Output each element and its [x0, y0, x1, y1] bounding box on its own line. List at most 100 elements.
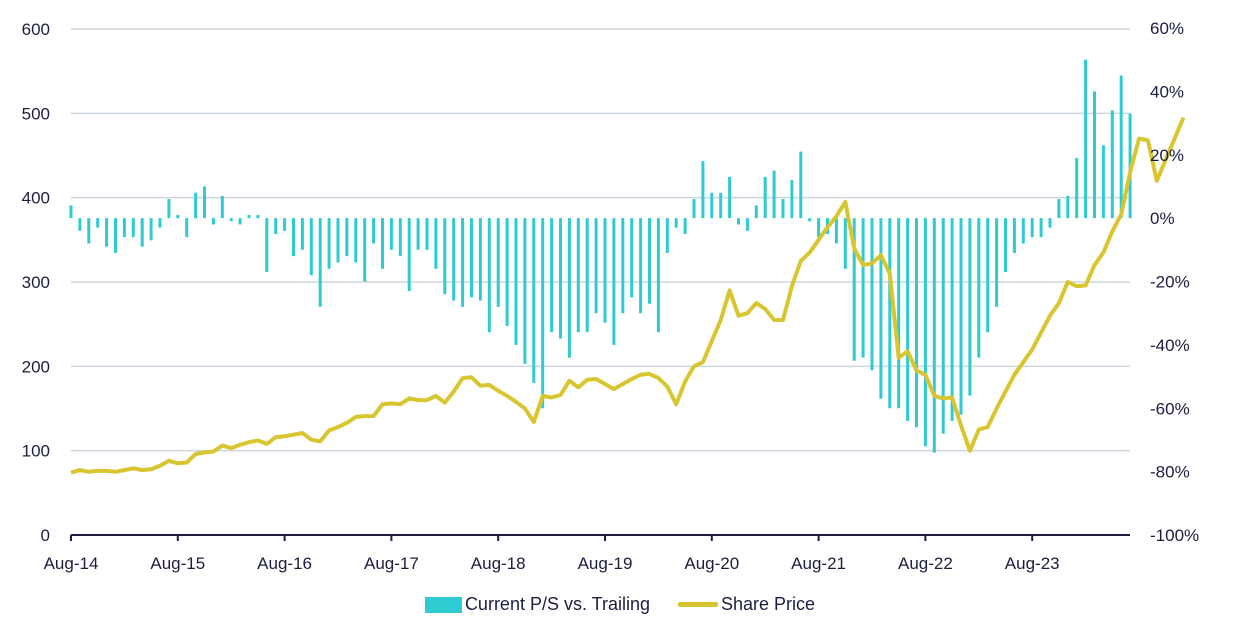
bar	[861, 218, 865, 358]
bar	[211, 218, 215, 225]
left-tick-label: 0	[41, 526, 50, 545]
bar	[1048, 218, 1052, 228]
legend-swatch-line	[678, 602, 718, 607]
bar	[1021, 218, 1025, 244]
bar	[683, 218, 687, 234]
legend-item-current-ps[interactable]: Current P/S vs. Trailing	[424, 594, 650, 615]
bar	[959, 218, 963, 415]
bar	[220, 195, 224, 219]
right-tick-label: -60%	[1150, 399, 1190, 418]
bar	[461, 218, 465, 307]
bar	[1101, 145, 1105, 219]
bar	[1057, 199, 1061, 219]
bar	[372, 218, 376, 244]
bar	[852, 218, 856, 361]
bar	[567, 218, 571, 358]
bar	[363, 218, 367, 282]
bar	[817, 218, 821, 238]
x-tick-label: Aug-22	[898, 554, 953, 573]
bar	[336, 218, 340, 263]
bar	[781, 199, 785, 219]
bar	[790, 180, 794, 219]
bar	[968, 218, 972, 396]
bar-series-current-ps	[69, 59, 1132, 453]
bar	[274, 218, 278, 234]
bar	[434, 218, 438, 269]
bar	[416, 218, 420, 250]
bar	[630, 218, 634, 298]
left-tick-label: 600	[22, 20, 50, 39]
bar	[772, 170, 776, 219]
bar	[1012, 218, 1016, 253]
bar	[888, 218, 892, 409]
left-tick-label: 300	[22, 273, 50, 292]
bar	[176, 214, 180, 219]
x-tick-label: Aug-19	[578, 554, 633, 573]
bar	[354, 218, 358, 263]
bar	[425, 218, 429, 250]
bar	[149, 218, 153, 241]
bar	[514, 218, 518, 345]
bar	[478, 218, 482, 301]
bar	[1110, 110, 1114, 219]
bar	[1084, 59, 1088, 219]
bar	[1039, 218, 1043, 238]
bar	[300, 218, 304, 250]
gridlines	[71, 28, 1130, 452]
legend: Current P/S vs. Trailing Share Price	[0, 594, 1240, 615]
bar	[167, 199, 171, 219]
bar	[745, 218, 749, 231]
bar	[1004, 218, 1007, 272]
bar	[559, 218, 562, 339]
bar	[452, 218, 456, 301]
bar	[158, 218, 162, 228]
right-tick-label: -40%	[1150, 336, 1190, 355]
bar	[238, 218, 242, 225]
bar	[737, 218, 740, 225]
left-tick-label: 200	[22, 357, 50, 376]
bar	[105, 218, 109, 247]
legend-item-share-price[interactable]: Share Price	[678, 594, 815, 615]
line-series-share-price	[70, 116, 1186, 475]
legend-label-share-price: Share Price	[721, 594, 816, 614]
bar	[656, 218, 660, 333]
bar	[594, 218, 598, 314]
chart: 0 100 200 300 400 500 600 -100% -80% -60% -40% -20…	[22, 19, 1200, 573]
bar	[541, 218, 545, 409]
x-tick-label: Aug-20	[684, 554, 739, 573]
bar	[986, 218, 990, 333]
bar	[843, 218, 847, 269]
bar	[897, 218, 901, 409]
bar	[247, 214, 251, 219]
bar	[923, 218, 927, 447]
bar	[131, 218, 135, 238]
bar	[1066, 195, 1070, 219]
right-tick-label: 40%	[1150, 82, 1184, 101]
share-price-line	[70, 116, 1186, 475]
right-tick-label: -20%	[1150, 273, 1190, 292]
right-axis-ticks: -100% -80% -60% -40% -20% 0% 20% 40% 60%	[1150, 19, 1199, 545]
bar	[977, 218, 981, 358]
right-tick-label: -80%	[1150, 463, 1190, 482]
bar	[122, 218, 126, 238]
bar	[728, 176, 732, 219]
bar	[1093, 91, 1096, 219]
legend-swatch-bar	[424, 596, 462, 613]
bar	[1030, 218, 1034, 238]
bar	[407, 218, 411, 292]
bar	[701, 161, 705, 219]
bar	[639, 218, 643, 314]
bar	[692, 199, 696, 219]
bar	[941, 218, 945, 434]
bar	[381, 218, 384, 269]
bar	[612, 218, 616, 345]
bar	[834, 218, 838, 244]
bar	[621, 218, 625, 314]
bar	[203, 186, 206, 219]
bar	[496, 218, 500, 307]
bar	[550, 218, 554, 333]
bar	[78, 218, 82, 231]
bar	[879, 218, 883, 399]
x-tick-label: Aug-23	[1005, 554, 1060, 573]
bar	[140, 218, 144, 247]
